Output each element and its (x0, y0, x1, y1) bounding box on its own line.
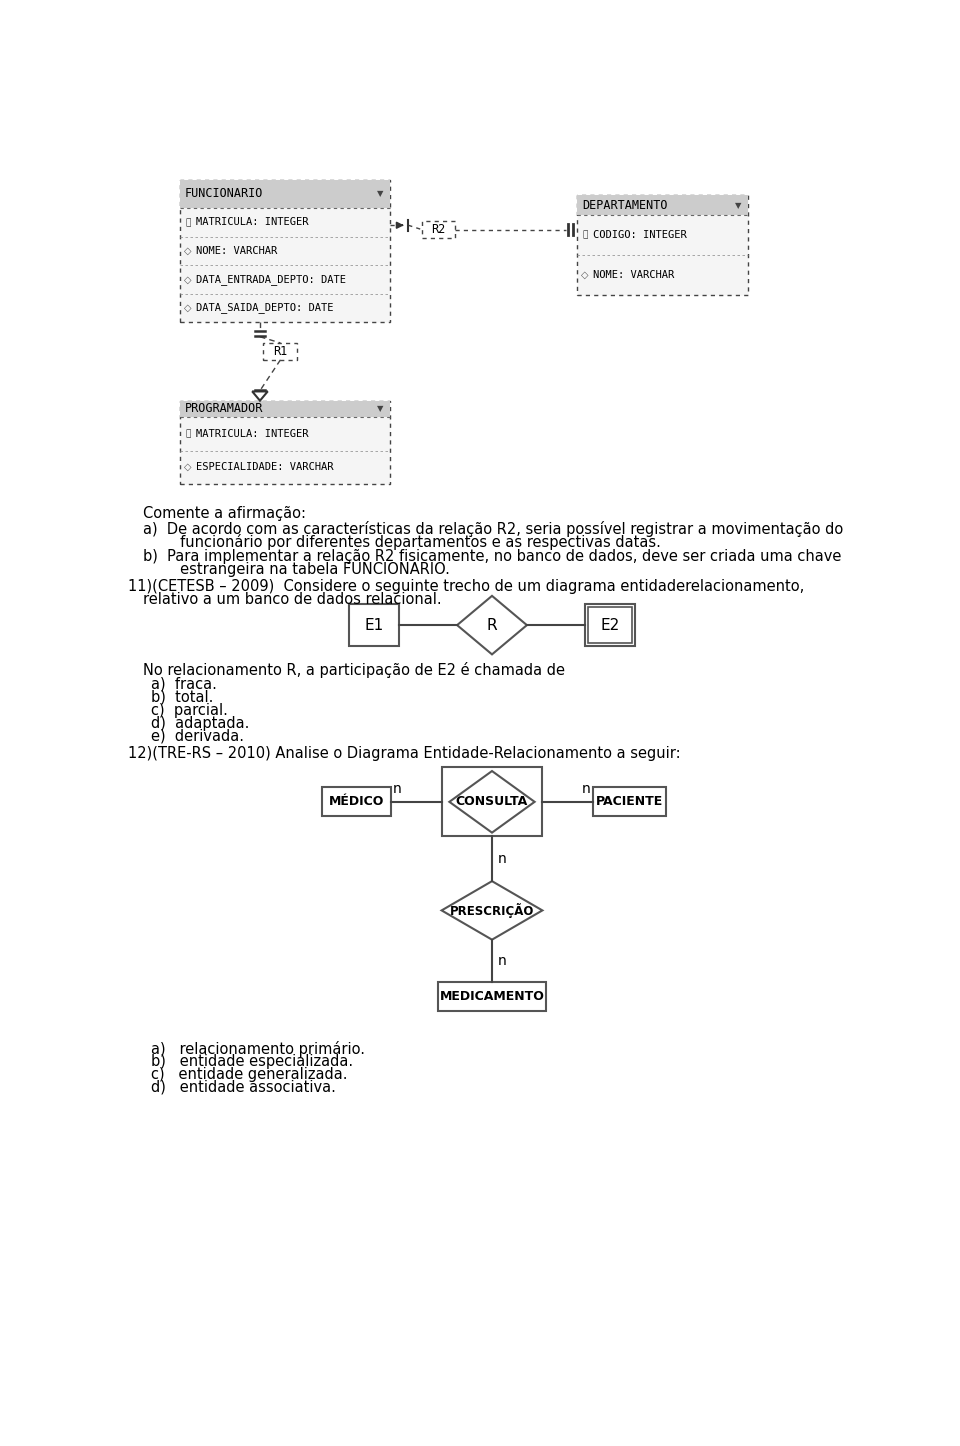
Bar (180, 179, 390, 208)
Text: ◇: ◇ (184, 246, 192, 256)
Text: ◇: ◇ (184, 302, 192, 312)
Text: NOME: VARCHAR: NOME: VARCHAR (592, 270, 674, 281)
Text: ▼: ▼ (377, 405, 383, 414)
Text: a)  fraca.: a) fraca. (151, 677, 217, 691)
Text: n: n (393, 782, 402, 797)
Bar (588, 607, 633, 643)
Text: e)  derivada.: e) derivada. (151, 729, 244, 743)
Bar (438, 982, 546, 1011)
Text: E1: E1 (364, 617, 383, 633)
Bar (592, 787, 666, 817)
Text: NOME: VARCHAR: NOME: VARCHAR (196, 246, 277, 256)
Text: DATA_SAIDA_DEPTO: DATE: DATA_SAIDA_DEPTO: DATE (196, 302, 333, 314)
Text: MEDICAMENTO: MEDICAMENTO (440, 991, 544, 1004)
Bar (322, 787, 392, 817)
Text: relativo a um banco de dados relacional.: relativo a um banco de dados relacional. (143, 593, 442, 607)
Text: Ⓘ: Ⓘ (185, 218, 191, 227)
Text: n: n (582, 782, 591, 797)
Text: n: n (498, 852, 507, 866)
Text: MÉDICO: MÉDICO (328, 795, 384, 808)
Bar (577, 195, 748, 215)
Text: DATA_ENTRADA_DEPTO: DATE: DATA_ENTRADA_DEPTO: DATE (196, 273, 346, 285)
Text: ◇: ◇ (184, 463, 192, 473)
Text: PACIENTE: PACIENTE (596, 795, 663, 808)
Text: Ⓘ: Ⓘ (583, 230, 588, 240)
Bar (180, 401, 390, 418)
Text: ◇: ◇ (184, 275, 192, 285)
Text: No relacionamento R, a participação de E2 é chamada de: No relacionamento R, a participação de E… (143, 662, 565, 678)
Text: Ⓘ: Ⓘ (185, 429, 191, 438)
Text: 11)(CETESB – 2009)  Considere o seguinte trecho de um diagrama entidaderelaciona: 11)(CETESB – 2009) Considere o seguinte … (128, 580, 804, 594)
Text: d)   entidade associativa.: d) entidade associativa. (151, 1080, 336, 1095)
Text: MATRICULA: INTEGER: MATRICULA: INTEGER (196, 429, 308, 440)
Bar (180, 179, 390, 322)
Text: ◇: ◇ (581, 270, 588, 281)
Text: estrangeira na tabela FUNCIONARIO.: estrangeira na tabela FUNCIONARIO. (157, 561, 450, 577)
Text: b)  Para implementar a relação R2 fisicamente, no banco de dados, deve ser criad: b) Para implementar a relação R2 fisicam… (143, 548, 842, 564)
Text: a)   relacionamento primário.: a) relacionamento primário. (151, 1041, 365, 1057)
Text: CODIGO: INTEGER: CODIGO: INTEGER (592, 230, 686, 240)
Text: E2: E2 (601, 617, 620, 633)
Bar (348, 604, 399, 646)
Text: FUNCIONARIO: FUNCIONARIO (185, 188, 263, 201)
Bar (577, 195, 748, 295)
Text: CONSULTA: CONSULTA (456, 795, 528, 808)
Bar (585, 604, 636, 646)
Text: ▼: ▼ (377, 189, 383, 198)
Text: ESPECIALIDADE: VARCHAR: ESPECIALIDADE: VARCHAR (196, 463, 333, 473)
Text: R1: R1 (274, 346, 288, 359)
Text: PRESCRIÇÃO: PRESCRIÇÃO (450, 902, 534, 918)
Text: c)  parcial.: c) parcial. (151, 703, 228, 717)
Text: Comente a afirmação:: Comente a afirmação: (143, 506, 306, 521)
Text: 12)(TRE-RS – 2010) Analise o Diagrama Entidade-Relacionamento a seguir:: 12)(TRE-RS – 2010) Analise o Diagrama En… (128, 746, 681, 761)
Text: c)   entidade generalizada.: c) entidade generalizada. (151, 1067, 348, 1082)
Text: b)   entidade especializada.: b) entidade especializada. (151, 1054, 353, 1069)
Text: a)  De acordo com as características da relação R2, seria possível registrar a m: a) De acordo com as características da r… (143, 521, 844, 536)
Text: R: R (487, 617, 497, 633)
Text: PROGRAMADOR: PROGRAMADOR (185, 402, 263, 415)
Text: R2: R2 (431, 223, 445, 236)
Bar (180, 401, 390, 484)
Text: DEPARTAMENTO: DEPARTAMENTO (582, 198, 667, 211)
Text: MATRICULA: INTEGER: MATRICULA: INTEGER (196, 217, 308, 227)
Text: b)  total.: b) total. (151, 690, 213, 704)
Text: d)  adaptada.: d) adaptada. (151, 716, 250, 730)
Bar (422, 221, 455, 239)
Text: funcionário por diferentes departamentos e as respectivas datas.: funcionário por diferentes departamentos… (157, 534, 661, 549)
Bar (442, 768, 542, 836)
Bar (263, 343, 298, 360)
Text: n: n (498, 954, 507, 967)
Text: ▼: ▼ (735, 201, 741, 210)
